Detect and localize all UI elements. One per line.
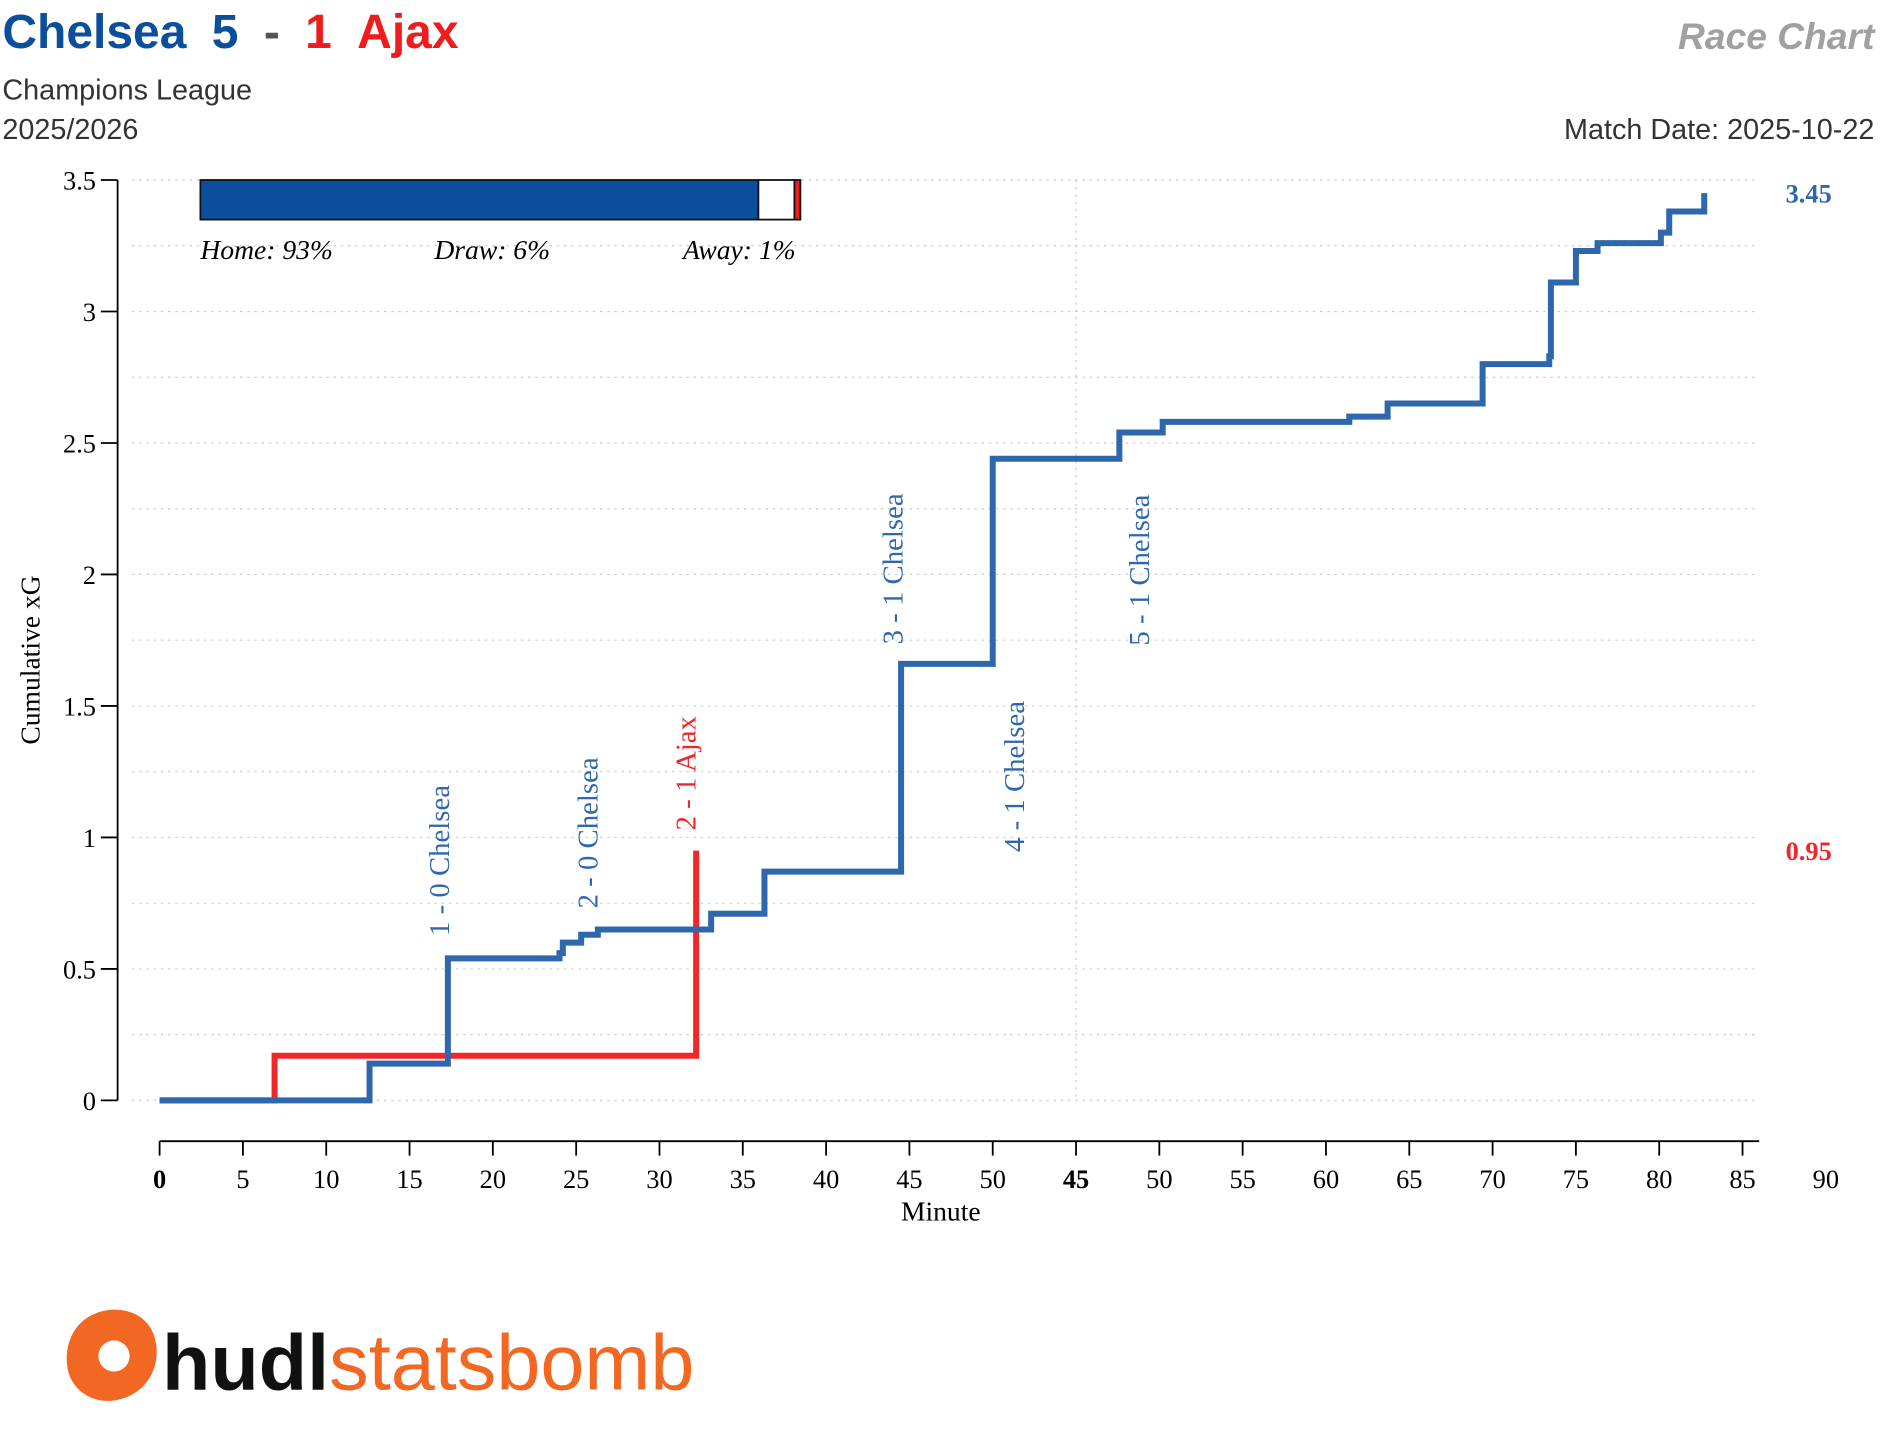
- probability-label: Home: 93%: [199, 234, 333, 265]
- y-tick-label: 2.5: [63, 429, 96, 459]
- season: 2025/2026: [2, 114, 138, 146]
- x-tick-label: 10: [313, 1164, 339, 1194]
- x-tick-label: 85: [1729, 1164, 1755, 1194]
- x-tick-label: 80: [1646, 1164, 1672, 1194]
- x-tick-label: 70: [1479, 1164, 1505, 1194]
- away-team: Ajax: [357, 6, 459, 59]
- x-tick-label: 40: [813, 1164, 839, 1194]
- goal-annotation: 3 - 1 Chelsea: [877, 493, 909, 644]
- logo-icon-hole: [98, 1340, 130, 1372]
- match-date: Match Date: 2025-10-22: [1564, 114, 1874, 146]
- logo-text: hudlstatsbomb: [162, 1318, 694, 1407]
- x-tick-label: 50: [1146, 1164, 1172, 1194]
- xg-line: [159, 193, 1708, 1104]
- y-tick-label: 1.5: [63, 692, 96, 722]
- end-value-label: 0.95: [1786, 836, 1832, 866]
- home-team: Chelsea: [2, 6, 186, 59]
- x-tick-label: 5: [236, 1164, 249, 1194]
- x-tick-label: 35: [730, 1164, 756, 1194]
- match-title: Chelsea 5 - 1 Ajax: [2, 6, 458, 59]
- probability-segment: [199, 179, 760, 221]
- x-tick-label: 0: [153, 1164, 166, 1194]
- end-value-label: 3.45: [1786, 179, 1832, 209]
- x-tick-label: 45: [896, 1164, 922, 1194]
- y-tick-label: 0.5: [63, 955, 96, 985]
- goal-annotation: 2 - 1 Ajax: [671, 715, 703, 830]
- x-tick-label: 55: [1229, 1164, 1255, 1194]
- goal-annotation: 4 - 1 Chelsea: [999, 701, 1031, 852]
- x-tick-label: 25: [563, 1164, 589, 1194]
- x-tick-label: 75: [1563, 1164, 1589, 1194]
- probability-label: Away: 1%: [681, 234, 796, 265]
- x-tick-label: 90: [1813, 1164, 1839, 1194]
- probability-segment: [793, 179, 802, 221]
- y-tick-label: 3.5: [63, 166, 96, 196]
- goal-annotation: 5 - 1 Chelsea: [1124, 494, 1156, 645]
- score-separator: -: [264, 6, 280, 59]
- x-tick-label: 30: [646, 1164, 672, 1194]
- x-axis-title: Minute: [901, 1195, 981, 1226]
- y-tick-label: 2: [83, 560, 96, 590]
- logo-hudl: hudl: [162, 1318, 329, 1407]
- y-tick-label: 3: [83, 297, 96, 327]
- y-axis-title: Cumulative xG: [15, 575, 46, 744]
- away-score: 1: [305, 6, 332, 59]
- y-tick-label: 1: [83, 823, 96, 853]
- probability-segment: [757, 179, 796, 221]
- probability-label: Draw: 6%: [433, 234, 550, 265]
- x-tick-label: 45: [1063, 1164, 1089, 1194]
- x-tick-label: 20: [480, 1164, 506, 1194]
- home-score: 5: [212, 6, 239, 59]
- y-tick-label: 0: [83, 1086, 96, 1116]
- x-tick-label: 50: [980, 1164, 1006, 1194]
- x-tick-label: 65: [1396, 1164, 1422, 1194]
- goal-annotation: 1 - 0 Chelsea: [424, 785, 456, 936]
- logo: hudlstatsbomb: [66, 1309, 694, 1407]
- logo-statsbomb: statsbomb: [329, 1318, 694, 1407]
- chart-name: Race Chart: [1678, 15, 1876, 57]
- x-tick-label: 15: [396, 1164, 422, 1194]
- competition: Champions League: [2, 75, 252, 107]
- plot-area: 0 0.5 1 1.5 2 2.5 3 3.5 0 5 10 15 20 25 30 35 40 45 50 45 50…: [63, 166, 1839, 1194]
- goal-annotation: 2 - 0 Chelsea: [572, 757, 604, 908]
- x-tick-label: 60: [1313, 1164, 1339, 1194]
